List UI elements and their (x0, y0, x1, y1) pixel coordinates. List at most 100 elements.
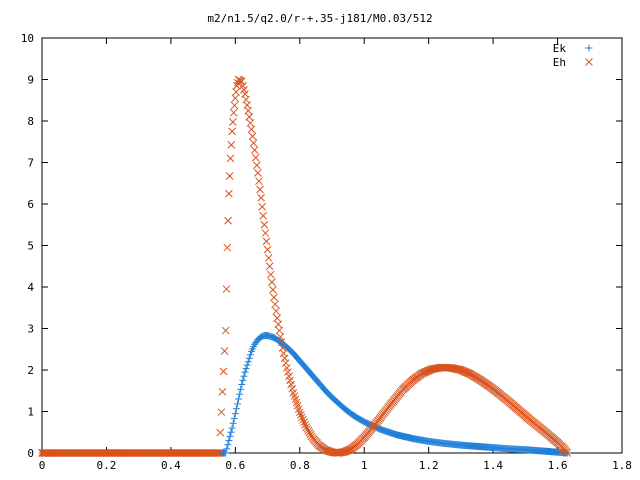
data-point-ek (223, 445, 231, 453)
data-point-eh (263, 245, 272, 254)
data-point-eh (301, 420, 310, 429)
x-tick-label: 0 (39, 459, 46, 472)
data-point-eh (244, 106, 253, 115)
data-point-ek (241, 368, 249, 376)
data-point-eh (281, 359, 290, 367)
data-point-eh (212, 449, 221, 457)
data-point-eh (229, 108, 238, 117)
y-axis: 0 1 2 3 4 5 6 7 8 9 10 (21, 32, 622, 460)
data-point-eh (299, 415, 307, 424)
data-point-eh (256, 185, 264, 194)
y-tick-label: 8 (27, 115, 34, 128)
data-point-eh (221, 326, 230, 335)
data-point-ek (222, 449, 230, 457)
data-point-eh (266, 270, 275, 279)
data-point-eh (258, 202, 267, 211)
data-point-ek (235, 395, 243, 403)
data-point-eh (226, 154, 235, 163)
x-tick-label: 0.4 (161, 459, 181, 472)
data-point-eh (260, 220, 269, 229)
data-point-eh (251, 153, 260, 162)
data-point-eh (306, 430, 315, 439)
data-point-eh (232, 88, 240, 96)
data-point-eh (305, 428, 314, 437)
data-point-eh (230, 101, 239, 110)
data-point-eh (300, 418, 308, 427)
data-point-eh (249, 139, 258, 147)
series-ek (38, 332, 571, 457)
x-tick-label: 0.6 (225, 459, 245, 472)
data-point-eh (563, 449, 572, 457)
data-point-eh (271, 300, 279, 309)
x-tick-label: 1.8 (612, 459, 632, 472)
legend-symbol-ek (585, 44, 593, 52)
data-point-ek (237, 385, 245, 393)
data-point-ek (242, 365, 250, 373)
y-tick-label: 3 (27, 323, 34, 336)
data-point-eh (272, 307, 281, 316)
data-point-eh (261, 229, 270, 237)
x-tick-label: 1.4 (483, 459, 503, 472)
data-point-ek (230, 414, 238, 422)
data-point-eh (227, 141, 236, 149)
y-tick-label: 4 (27, 281, 34, 294)
data-point-eh (303, 425, 312, 433)
x-tick-label: 0.2 (97, 459, 117, 472)
data-point-ek (229, 419, 237, 427)
plot-frame (41, 37, 623, 454)
legend-label-eh: Eh (553, 56, 566, 69)
data-point-eh (296, 410, 305, 419)
x-tick-label: 1 (361, 459, 368, 472)
data-point-eh (453, 365, 462, 374)
data-point-ek (232, 405, 240, 413)
x-tick-label: 1.2 (419, 459, 439, 472)
y-tick-label: 6 (27, 198, 34, 211)
data-point-eh (255, 177, 263, 186)
data-point-eh (250, 146, 259, 154)
y-tick-label: 5 (27, 240, 34, 253)
data-point-eh (216, 428, 225, 437)
chart-title: m2/n1.5/q2.0/r-+.35-j181/M0.03/512 (207, 12, 432, 25)
y-tick-label: 2 (27, 364, 34, 377)
data-point-ek (239, 376, 247, 384)
data-point-eh (264, 254, 273, 262)
x-tick-label: 0.8 (290, 459, 310, 472)
data-point-eh (228, 127, 236, 136)
data-point-ek (224, 441, 232, 449)
y-tick-label: 9 (27, 74, 34, 87)
legend-marker-eh (585, 58, 593, 66)
data-point-eh (273, 314, 282, 322)
data-point-eh (224, 216, 232, 225)
data-point-eh (245, 112, 254, 121)
data-point-eh (252, 161, 261, 170)
series-eh (38, 75, 572, 457)
x-axis: 0 0.2 0.4 0.6 0.8 1 1.2 1.4 1.6 1.8 (39, 38, 632, 472)
data-point-eh (275, 326, 284, 335)
data-point-eh (265, 262, 274, 271)
legend-marker-ek (585, 44, 593, 52)
data-point-ek (225, 437, 233, 445)
data-point-eh (223, 243, 232, 252)
data-point-eh (298, 413, 306, 422)
data-point-ek (244, 358, 252, 366)
data-point-ek (245, 354, 253, 362)
data-point-eh (259, 211, 268, 220)
data-point-eh (257, 193, 265, 202)
data-point-ek (233, 400, 241, 408)
data-point-eh (279, 349, 288, 358)
data-point-eh (229, 118, 237, 126)
data-point-eh (280, 354, 289, 363)
data-point-eh (267, 278, 276, 287)
data-point-eh (270, 293, 278, 302)
data-point-ek (246, 351, 254, 359)
y-tick-label: 7 (27, 157, 34, 170)
legend-symbol-eh (585, 58, 593, 66)
data-point-eh (254, 169, 262, 177)
x-tick-label: 1.6 (548, 459, 568, 472)
data-point-eh (247, 125, 256, 134)
data-point-eh (231, 94, 240, 103)
data-point-eh (220, 347, 229, 355)
data-point-ek (236, 390, 244, 398)
y-tick-label: 10 (21, 32, 34, 45)
